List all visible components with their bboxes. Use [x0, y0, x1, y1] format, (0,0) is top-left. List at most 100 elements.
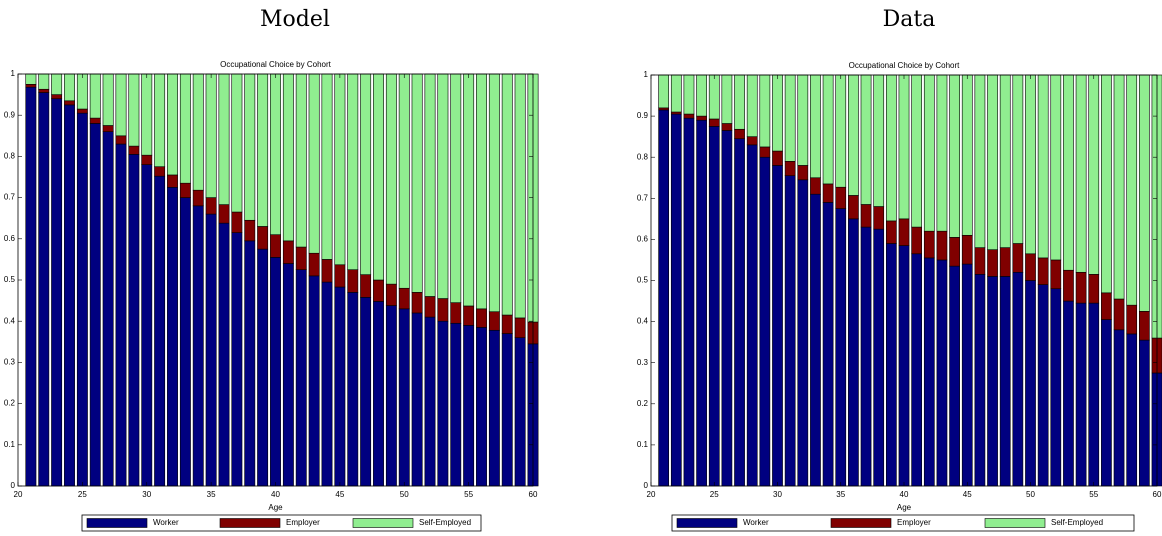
bar-segment [128, 145, 140, 155]
bar-segment [347, 269, 359, 293]
bar-segment [76, 73, 88, 110]
y-tick-label: 0.9 [4, 110, 16, 119]
y-tick-label: 0.6 [637, 235, 649, 244]
bar-segment [734, 138, 745, 487]
x-tick-label: 20 [14, 490, 23, 499]
bar-segment [721, 130, 733, 487]
bar-segment [282, 263, 294, 487]
bar-segment [987, 74, 998, 250]
bar-segment [1126, 304, 1138, 335]
bar-segment [898, 74, 910, 220]
bar-segment [64, 73, 75, 102]
bar-segment [1113, 74, 1125, 300]
bar-segment [154, 166, 166, 177]
bar-segment [949, 74, 960, 238]
bar-segment [683, 117, 695, 487]
bar-segment [696, 119, 707, 487]
panel-heading: Data [883, 7, 936, 32]
bar-segment [257, 226, 269, 250]
bar-segment [1088, 74, 1100, 275]
y-tick-label: 0.7 [637, 193, 649, 202]
bar-segment [746, 144, 758, 487]
bar-segment [373, 301, 384, 487]
bar-segment [1050, 288, 1062, 487]
bar-segment [231, 232, 243, 487]
bar-segment [721, 74, 733, 124]
bar-segment [835, 74, 847, 188]
bar-segment [282, 240, 294, 264]
bar-segment [974, 247, 986, 275]
bar-segment [347, 73, 359, 270]
bar-segment [1063, 269, 1074, 302]
bar-segment [89, 117, 101, 124]
bar-segment [961, 74, 973, 236]
legend-swatch [352, 518, 414, 528]
y-tick-label: 0.4 [637, 317, 649, 326]
bar-segment [167, 73, 178, 176]
bar-segment [424, 73, 436, 297]
bar-segment [1025, 74, 1036, 255]
bar-segment [1037, 257, 1049, 285]
bar-segment [797, 179, 809, 487]
bar-segment [1138, 311, 1150, 341]
x-tick-label: 30 [142, 490, 151, 499]
bar-segment [1126, 74, 1138, 306]
bar-segment [179, 197, 191, 487]
bar-segment [102, 125, 114, 132]
chart: Model Occupational Choice by Cohort 0 0.1 0.… [4, 7, 539, 532]
bar-segment [488, 73, 500, 313]
bar-segment [51, 73, 63, 95]
bar-segment [231, 211, 243, 233]
bar-segment [373, 73, 384, 281]
bar-segment [385, 73, 397, 285]
y-tick-label: 0.6 [4, 234, 16, 243]
bar-segment [51, 98, 63, 487]
y-tick-label: 0.3 [637, 358, 649, 367]
bar-segment [192, 73, 204, 191]
bar-segment [810, 177, 821, 195]
bar-segment [987, 249, 998, 277]
bar-segment [360, 297, 372, 487]
bar-segment [141, 154, 153, 165]
bar-segment [835, 208, 847, 487]
bar-segment [205, 197, 217, 215]
bar-segment [860, 226, 872, 487]
legend-label: Self-Employed [419, 518, 471, 527]
bar-segment [167, 174, 178, 188]
chart-title: Occupational Choice by Cohort [849, 61, 961, 70]
y-tick-label: 0.4 [4, 316, 16, 325]
bar-segment [154, 73, 166, 167]
y-tick-label: 0 [644, 481, 649, 490]
bar-segment [949, 265, 960, 487]
legend-swatch [984, 518, 1046, 528]
bar-segment [1063, 300, 1074, 487]
bar-segment [295, 246, 307, 270]
bar-segment [398, 308, 410, 487]
bar-segment [1025, 280, 1036, 487]
x-axis-label: Age [897, 503, 912, 512]
y-tick-label: 0 [11, 481, 16, 490]
bar-segment [398, 73, 410, 289]
bar-segment [38, 88, 50, 93]
bar-segment [244, 240, 256, 487]
bar-segment [179, 73, 191, 184]
bar-segment [759, 74, 771, 148]
bar-segment [321, 73, 333, 260]
bar-segment [1101, 319, 1112, 487]
bar-segment [772, 150, 783, 166]
bar-segment [257, 248, 269, 487]
bar-segment [205, 73, 217, 198]
bar-segment [89, 73, 101, 119]
bar-segment [514, 317, 526, 338]
bar-segment [759, 146, 771, 158]
bar-segment [708, 118, 720, 127]
bar-segment [282, 73, 294, 242]
bar-segment [784, 161, 796, 176]
bar-segment [999, 276, 1011, 487]
y-tick-label: 0.2 [637, 399, 649, 408]
bar-segment [772, 165, 783, 487]
y-tick-label: 0.2 [4, 399, 16, 408]
bar-segment [76, 112, 88, 487]
bar-segment [860, 74, 872, 205]
legend-label: Worker [153, 518, 179, 527]
